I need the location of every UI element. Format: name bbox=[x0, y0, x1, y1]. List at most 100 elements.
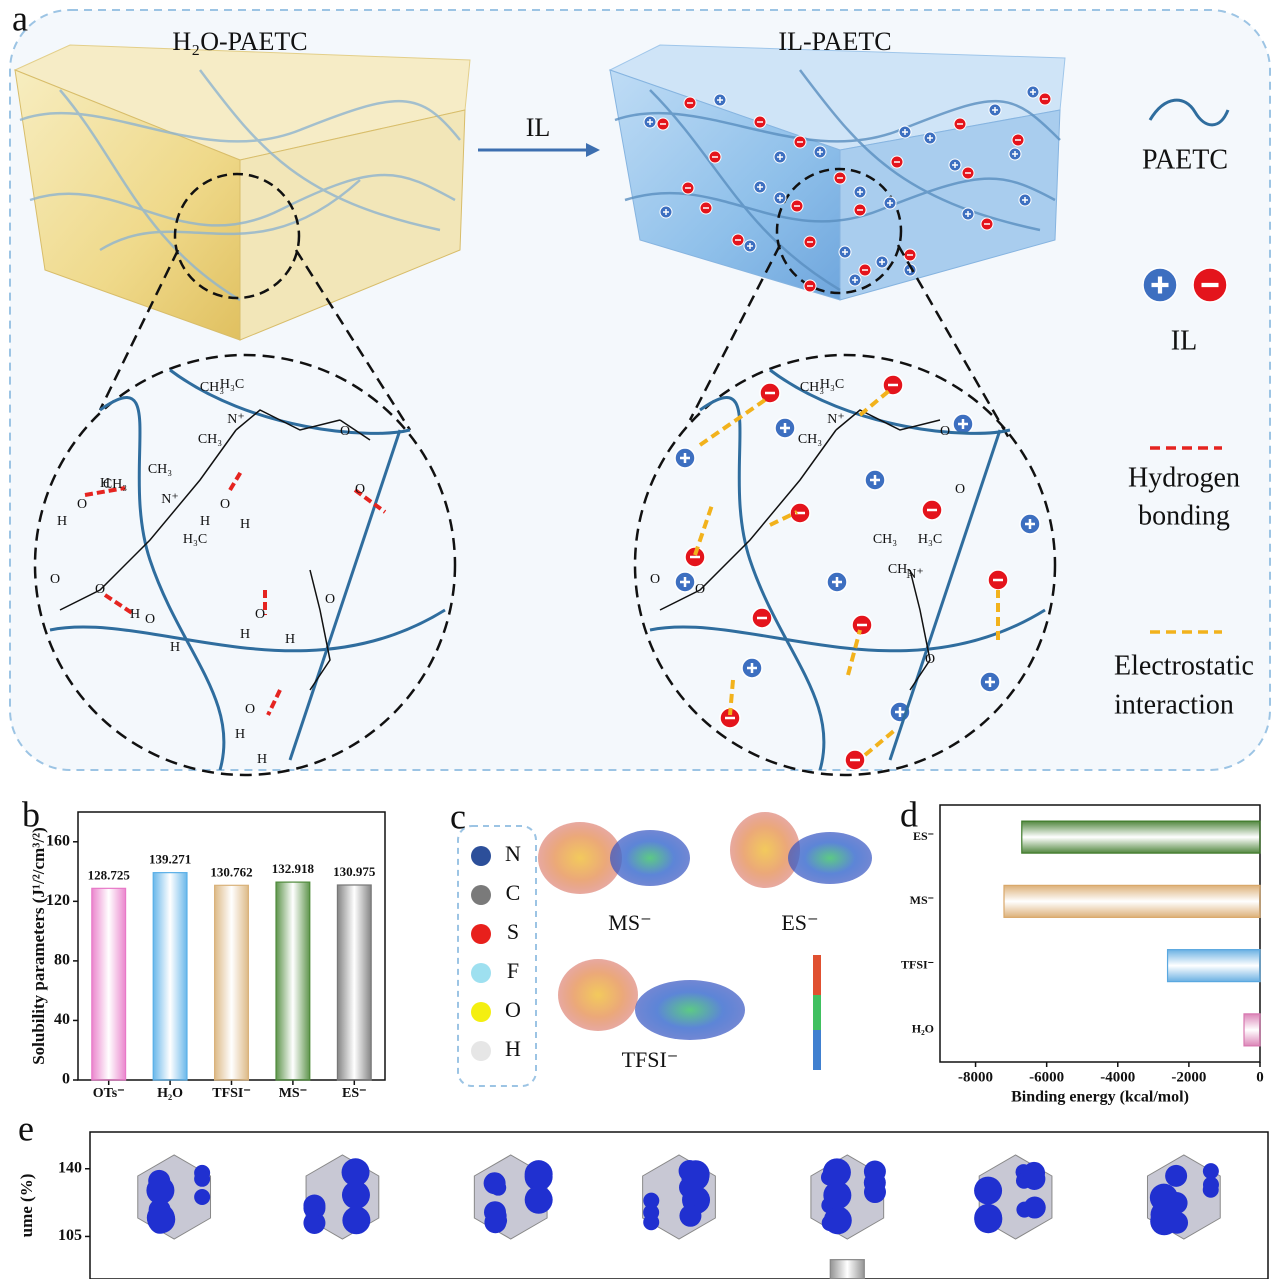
sim-blob bbox=[974, 1176, 1003, 1205]
x-tick-label: 0 bbox=[1256, 1069, 1264, 1085]
cube-title: H₂O-PAETC bbox=[172, 27, 307, 56]
y-axis-label: Solubility parameters (J¹/²/cm³/²) bbox=[29, 827, 48, 1065]
legend-label: PAETC bbox=[1142, 144, 1228, 175]
value-label: 130.975 bbox=[333, 864, 376, 879]
sim-blob bbox=[341, 1181, 370, 1210]
x-tick-label: OTs⁻ bbox=[93, 1086, 125, 1101]
element-label: H bbox=[505, 1036, 521, 1061]
structure-label: N⁺ bbox=[906, 567, 924, 582]
sim-blob bbox=[1165, 1164, 1188, 1187]
y-tick-label: 80 bbox=[54, 952, 70, 969]
molecule-images bbox=[538, 812, 872, 1070]
bar bbox=[275, 881, 311, 1081]
y-tick-label: 105 bbox=[58, 1227, 82, 1244]
value-label: 130.762 bbox=[210, 864, 252, 879]
structure-label: O bbox=[955, 482, 965, 497]
legend-label: Hydrogen bbox=[1128, 462, 1240, 493]
water-gel-cube bbox=[13, 44, 471, 341]
sim-blob bbox=[681, 1162, 710, 1191]
sim-blob bbox=[863, 1181, 886, 1204]
y-tick-label: 120 bbox=[46, 892, 70, 909]
y-tick-label: 0 bbox=[62, 1071, 70, 1088]
sim-blob bbox=[484, 1211, 507, 1234]
element-swatch bbox=[471, 1002, 491, 1022]
water-label: H bbox=[200, 514, 210, 529]
bar bbox=[1021, 820, 1261, 854]
structure-label: O bbox=[355, 482, 365, 497]
element-swatch bbox=[471, 963, 491, 983]
element-legend-frame bbox=[457, 825, 537, 1087]
structure-label: H₃C bbox=[820, 377, 844, 392]
sim-blob bbox=[822, 1158, 851, 1187]
legend-label: interaction bbox=[1114, 689, 1234, 720]
element-label: N bbox=[505, 841, 521, 866]
panel-label: c bbox=[450, 796, 466, 836]
plot-frame bbox=[939, 804, 1261, 1063]
bar bbox=[336, 884, 372, 1081]
x-tick-label: -4000 bbox=[1100, 1069, 1135, 1085]
ions bbox=[643, 85, 1052, 771]
structure-label: N⁺ bbox=[161, 492, 179, 507]
sim-blob bbox=[490, 1179, 507, 1196]
paetc-symbol bbox=[1148, 98, 1230, 127]
sim-blob bbox=[821, 1214, 838, 1231]
element-label: S bbox=[507, 919, 519, 944]
structure-label: O bbox=[940, 424, 950, 439]
bar bbox=[91, 887, 127, 1081]
element-label: O bbox=[505, 997, 521, 1022]
water-label: H bbox=[100, 476, 110, 491]
water-label: O bbox=[220, 497, 230, 512]
element-label: C bbox=[506, 880, 521, 905]
bar bbox=[214, 884, 249, 1081]
polymer-chains bbox=[49, 368, 1046, 771]
water-label: O bbox=[145, 612, 155, 627]
panel-label: a bbox=[12, 0, 28, 38]
structure-label: N⁺ bbox=[227, 412, 245, 427]
legend-label: Electrostatic bbox=[1114, 650, 1254, 681]
structure-label: O bbox=[695, 582, 705, 597]
sim-blob bbox=[1150, 1200, 1179, 1229]
sim-blob bbox=[348, 1163, 365, 1180]
element-label: F bbox=[507, 958, 519, 983]
structure-label: O bbox=[925, 652, 935, 667]
sim-blob bbox=[524, 1160, 553, 1189]
chemical-bonds bbox=[59, 409, 941, 691]
x-tick-label: -8000 bbox=[958, 1069, 993, 1085]
molecule-label: TFSI⁻ bbox=[622, 1047, 679, 1072]
water-label: H bbox=[257, 752, 267, 767]
water-label: O bbox=[245, 702, 255, 717]
panel-label: e bbox=[18, 1108, 34, 1148]
cube-title: IL-PAETC bbox=[778, 27, 891, 56]
y-tick-label: ES⁻ bbox=[913, 829, 934, 843]
water-label: O bbox=[77, 497, 87, 512]
structure-label: H₃C bbox=[918, 532, 942, 547]
structure-label: CH₃ bbox=[200, 380, 224, 395]
sim-blob bbox=[147, 1205, 176, 1234]
y-tick-label: 40 bbox=[54, 1011, 70, 1028]
bar bbox=[1003, 884, 1261, 918]
water-label: H bbox=[130, 607, 140, 622]
structure-label: CH₃ bbox=[148, 462, 172, 477]
y-tick-label: H₂O bbox=[912, 1022, 934, 1036]
structure-label: O bbox=[650, 572, 660, 587]
zoom-lines bbox=[33, 244, 1057, 777]
x-tick-label: H₂O bbox=[157, 1086, 183, 1101]
sim-blob bbox=[643, 1204, 660, 1221]
structure-label: CH₃ bbox=[888, 562, 912, 577]
y-tick-label: MS⁻ bbox=[910, 893, 934, 907]
hydrogen-bonds bbox=[84, 468, 387, 716]
structure-label: CH₃ bbox=[103, 477, 127, 492]
x-axis-label: Binding energy (kcal/mol) bbox=[1011, 1089, 1189, 1106]
y-tick-label: 160 bbox=[46, 832, 70, 849]
sim-blob bbox=[1202, 1163, 1219, 1180]
y-axis-label: ume (%) bbox=[17, 1174, 36, 1238]
y-tick-label: TFSI⁻ bbox=[901, 957, 934, 971]
water-label: H bbox=[240, 517, 250, 532]
value-label: 139.271 bbox=[149, 852, 191, 867]
sim-blob bbox=[863, 1160, 886, 1183]
structure-label: O bbox=[50, 572, 60, 587]
structure-label: CH₃ bbox=[798, 432, 822, 447]
sim-blob bbox=[342, 1206, 371, 1235]
x-tick-label: -2000 bbox=[1171, 1069, 1206, 1085]
